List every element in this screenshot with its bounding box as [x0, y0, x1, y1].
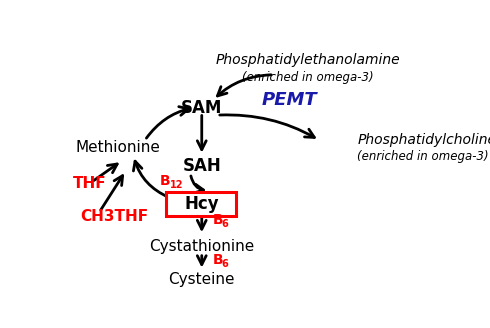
Text: Phosphatidylethanolamine: Phosphatidylethanolamine	[216, 52, 400, 67]
Text: SAM: SAM	[181, 98, 222, 116]
Text: Methionine: Methionine	[76, 140, 161, 155]
Text: SAH: SAH	[182, 157, 221, 174]
Text: Phosphatidylcholine: Phosphatidylcholine	[358, 133, 490, 147]
Text: PEMT: PEMT	[261, 91, 317, 109]
Text: Hcy: Hcy	[184, 195, 219, 213]
Text: 12: 12	[170, 180, 183, 190]
Text: B: B	[213, 213, 224, 227]
Text: 6: 6	[221, 219, 228, 229]
Text: CH3THF: CH3THF	[80, 209, 148, 224]
Text: THF: THF	[73, 176, 106, 191]
Text: Cysteine: Cysteine	[169, 272, 235, 287]
Text: (enriched in omega-3): (enriched in omega-3)	[358, 150, 489, 163]
Text: B: B	[213, 253, 224, 267]
Text: (enriched in omega-3): (enriched in omega-3)	[242, 71, 374, 84]
FancyBboxPatch shape	[166, 192, 236, 216]
Text: Cystathionine: Cystathionine	[149, 239, 254, 254]
Text: B: B	[160, 174, 171, 188]
Text: 6: 6	[221, 259, 228, 269]
